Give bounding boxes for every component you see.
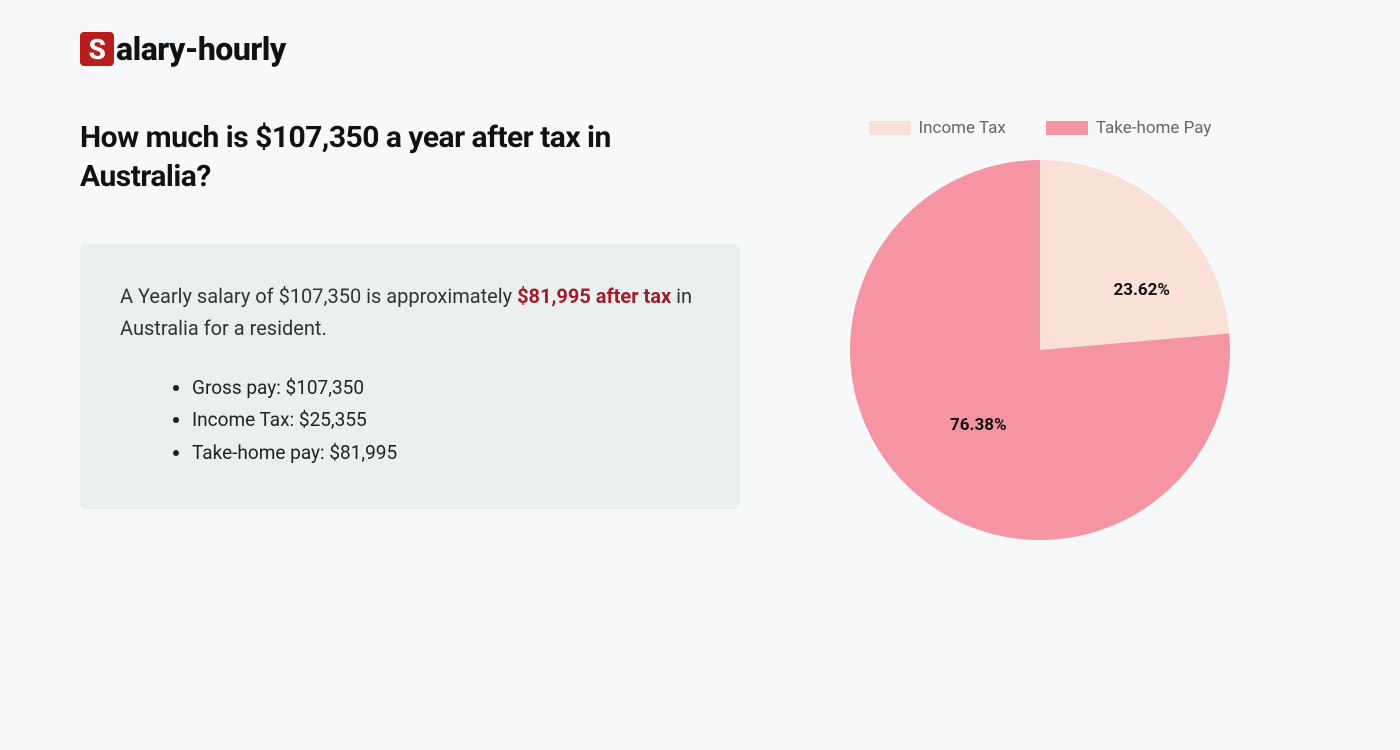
swatch-take	[1046, 121, 1088, 135]
summary-text: A Yearly salary of $107,350 is approxima…	[120, 280, 700, 344]
legend-item-tax: Income Tax	[869, 118, 1006, 138]
pie-label-take: 76.38%	[950, 415, 1007, 435]
pie-label-tax: 23.62%	[1113, 280, 1170, 300]
main-content: How much is $107,350 a year after tax in…	[80, 118, 1320, 540]
summary-box: A Yearly salary of $107,350 is approxima…	[80, 244, 740, 509]
summary-bullets: Gross pay: $107,350 Income Tax: $25,355 …	[120, 372, 700, 469]
site-logo: Salary-hourly	[80, 30, 1320, 68]
bullet-take: Take-home pay: $81,995	[192, 437, 700, 469]
pie-chart: 23.62% 76.38%	[850, 160, 1230, 540]
bullet-tax: Income Tax: $25,355	[192, 404, 700, 436]
swatch-tax	[869, 121, 911, 135]
chart-panel: Income Tax Take-home Pay 23.62% 76.38%	[820, 118, 1260, 540]
legend-label-tax: Income Tax	[919, 118, 1006, 138]
logo-s-icon: S	[80, 32, 114, 66]
legend-label-take: Take-home Pay	[1096, 118, 1212, 138]
pie-svg	[850, 160, 1230, 540]
bullet-gross: Gross pay: $107,350	[192, 372, 700, 404]
chart-legend: Income Tax Take-home Pay	[820, 118, 1260, 138]
page-title: How much is $107,350 a year after tax in…	[80, 118, 740, 196]
summary-prefix: A Yearly salary of $107,350 is approxima…	[120, 284, 517, 308]
summary-highlight: $81,995 after tax	[517, 284, 671, 308]
left-panel: How much is $107,350 a year after tax in…	[80, 118, 740, 509]
legend-item-take: Take-home Pay	[1046, 118, 1212, 138]
logo-text: alary-hourly	[116, 30, 286, 68]
